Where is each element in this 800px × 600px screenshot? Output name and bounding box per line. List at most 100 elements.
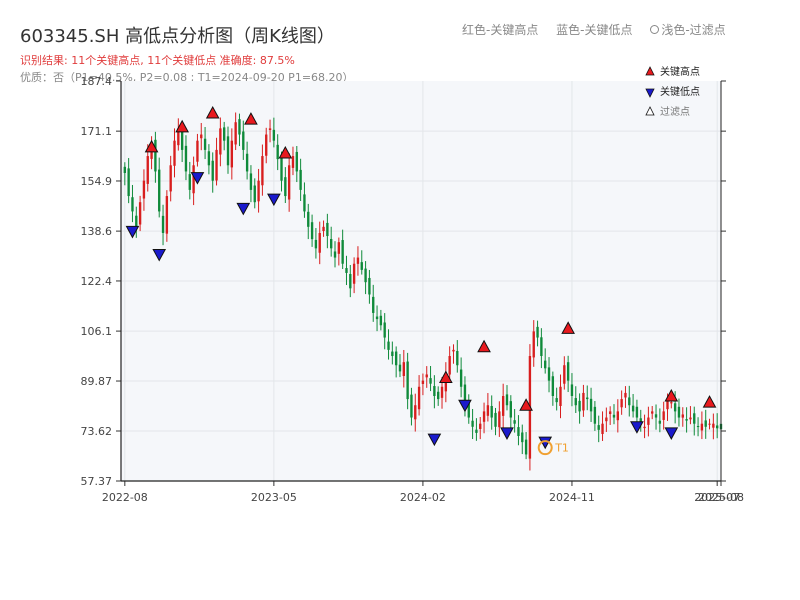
y-tick-label: 89.87 bbox=[81, 375, 113, 388]
candle-body bbox=[398, 364, 402, 372]
candle-body bbox=[265, 134, 268, 156]
key-low-marker bbox=[125, 225, 140, 239]
candle-body bbox=[689, 417, 692, 420]
candle-body bbox=[601, 423, 604, 435]
candle-body bbox=[685, 419, 688, 421]
candle-body bbox=[161, 215, 165, 233]
candle-body bbox=[215, 149, 218, 181]
candle-body bbox=[521, 432, 524, 443]
circle-icon bbox=[650, 25, 660, 34]
candle-body bbox=[131, 197, 134, 212]
candle-body bbox=[165, 196, 169, 234]
annotation-label: T1 bbox=[554, 442, 569, 455]
candle-body bbox=[372, 296, 375, 313]
candle-body bbox=[257, 180, 260, 202]
candle-body bbox=[616, 411, 619, 421]
candle-body bbox=[467, 401, 470, 418]
y-tick-label: 73.62 bbox=[81, 425, 113, 438]
candle-body bbox=[589, 398, 593, 412]
candle-body bbox=[341, 240, 344, 264]
candle-body bbox=[654, 414, 658, 418]
candle-body bbox=[349, 274, 352, 289]
x-tick-label: 2024-02 bbox=[400, 491, 446, 504]
key-low-marker bbox=[664, 427, 679, 440]
candle-body bbox=[417, 386, 421, 410]
y-tick-label: 187.4 bbox=[81, 75, 113, 88]
candle-body bbox=[207, 151, 211, 166]
candle-body bbox=[272, 129, 276, 141]
key-low-marker bbox=[458, 399, 472, 413]
key-high-marker bbox=[175, 119, 189, 133]
candle-body bbox=[180, 126, 184, 150]
candle-body bbox=[280, 156, 283, 181]
candle-body bbox=[158, 169, 161, 212]
legend-item-label: 过滤点 bbox=[660, 105, 690, 118]
candle-body bbox=[425, 374, 428, 378]
candle-body bbox=[142, 180, 146, 199]
candle-body bbox=[310, 222, 314, 240]
candle-body bbox=[402, 362, 405, 377]
y-tick-label: 57.37 bbox=[81, 475, 113, 488]
legend-filtered-marker bbox=[645, 106, 655, 116]
candle-body bbox=[471, 420, 474, 427]
candle-body bbox=[456, 350, 459, 366]
candle-body bbox=[612, 414, 616, 418]
candle-body bbox=[536, 326, 539, 338]
candle-body bbox=[387, 341, 390, 350]
candle-body bbox=[501, 396, 505, 416]
candle-body bbox=[245, 153, 249, 172]
candle-body bbox=[524, 439, 528, 455]
candle-body bbox=[452, 349, 455, 352]
candle-body bbox=[639, 418, 642, 424]
candle-body bbox=[326, 222, 329, 237]
x-tick-label: 2025-08 bbox=[698, 491, 744, 504]
key-low-marker bbox=[236, 202, 251, 216]
legend-light-item: 浅色-过滤点 bbox=[650, 23, 739, 37]
candle-body bbox=[394, 351, 398, 366]
candle-body bbox=[261, 156, 264, 186]
candle-body bbox=[631, 405, 635, 412]
candle-body bbox=[513, 420, 516, 424]
key-high-marker bbox=[438, 370, 453, 384]
candle-body bbox=[379, 315, 383, 326]
candle-body bbox=[505, 394, 509, 406]
candle-body bbox=[177, 128, 180, 146]
candle-body bbox=[226, 136, 230, 166]
candle-body bbox=[295, 151, 298, 172]
candle-body bbox=[662, 411, 665, 420]
candle-body bbox=[597, 425, 600, 430]
candle-body bbox=[406, 361, 409, 400]
candle-body bbox=[276, 144, 279, 160]
candle-body bbox=[643, 426, 646, 429]
key-low-marker bbox=[267, 193, 281, 207]
candle-body bbox=[681, 414, 684, 418]
candle-body bbox=[490, 405, 493, 418]
x-tick-label: 2025-07 bbox=[694, 491, 740, 504]
candle-body bbox=[173, 140, 176, 166]
legend-item-label: 关键高点 bbox=[660, 65, 700, 78]
candle-body bbox=[677, 406, 681, 418]
candle-body bbox=[475, 429, 478, 433]
candle-body bbox=[192, 165, 195, 194]
key-high-marker bbox=[519, 398, 533, 411]
key-low-marker bbox=[630, 421, 644, 434]
candle-body bbox=[211, 160, 214, 181]
candle-body bbox=[479, 423, 482, 429]
candle-body bbox=[712, 423, 715, 428]
candle-body bbox=[498, 411, 501, 428]
candle-body bbox=[440, 386, 444, 398]
candle-body bbox=[299, 169, 302, 190]
candle-body bbox=[547, 367, 551, 381]
candle-body bbox=[582, 392, 585, 411]
candle-body bbox=[127, 168, 130, 197]
candle-body bbox=[345, 268, 348, 273]
legend-item-label: 关键低点 bbox=[660, 85, 700, 98]
candle-body bbox=[360, 262, 363, 270]
candle-body bbox=[715, 425, 719, 429]
candle-body bbox=[586, 397, 589, 400]
y-tick-label: 154.9 bbox=[81, 175, 113, 188]
candle-body bbox=[200, 134, 203, 139]
y-tick-label: 138.6 bbox=[81, 225, 113, 238]
candle-body bbox=[486, 405, 490, 416]
key-high-marker bbox=[205, 105, 220, 119]
